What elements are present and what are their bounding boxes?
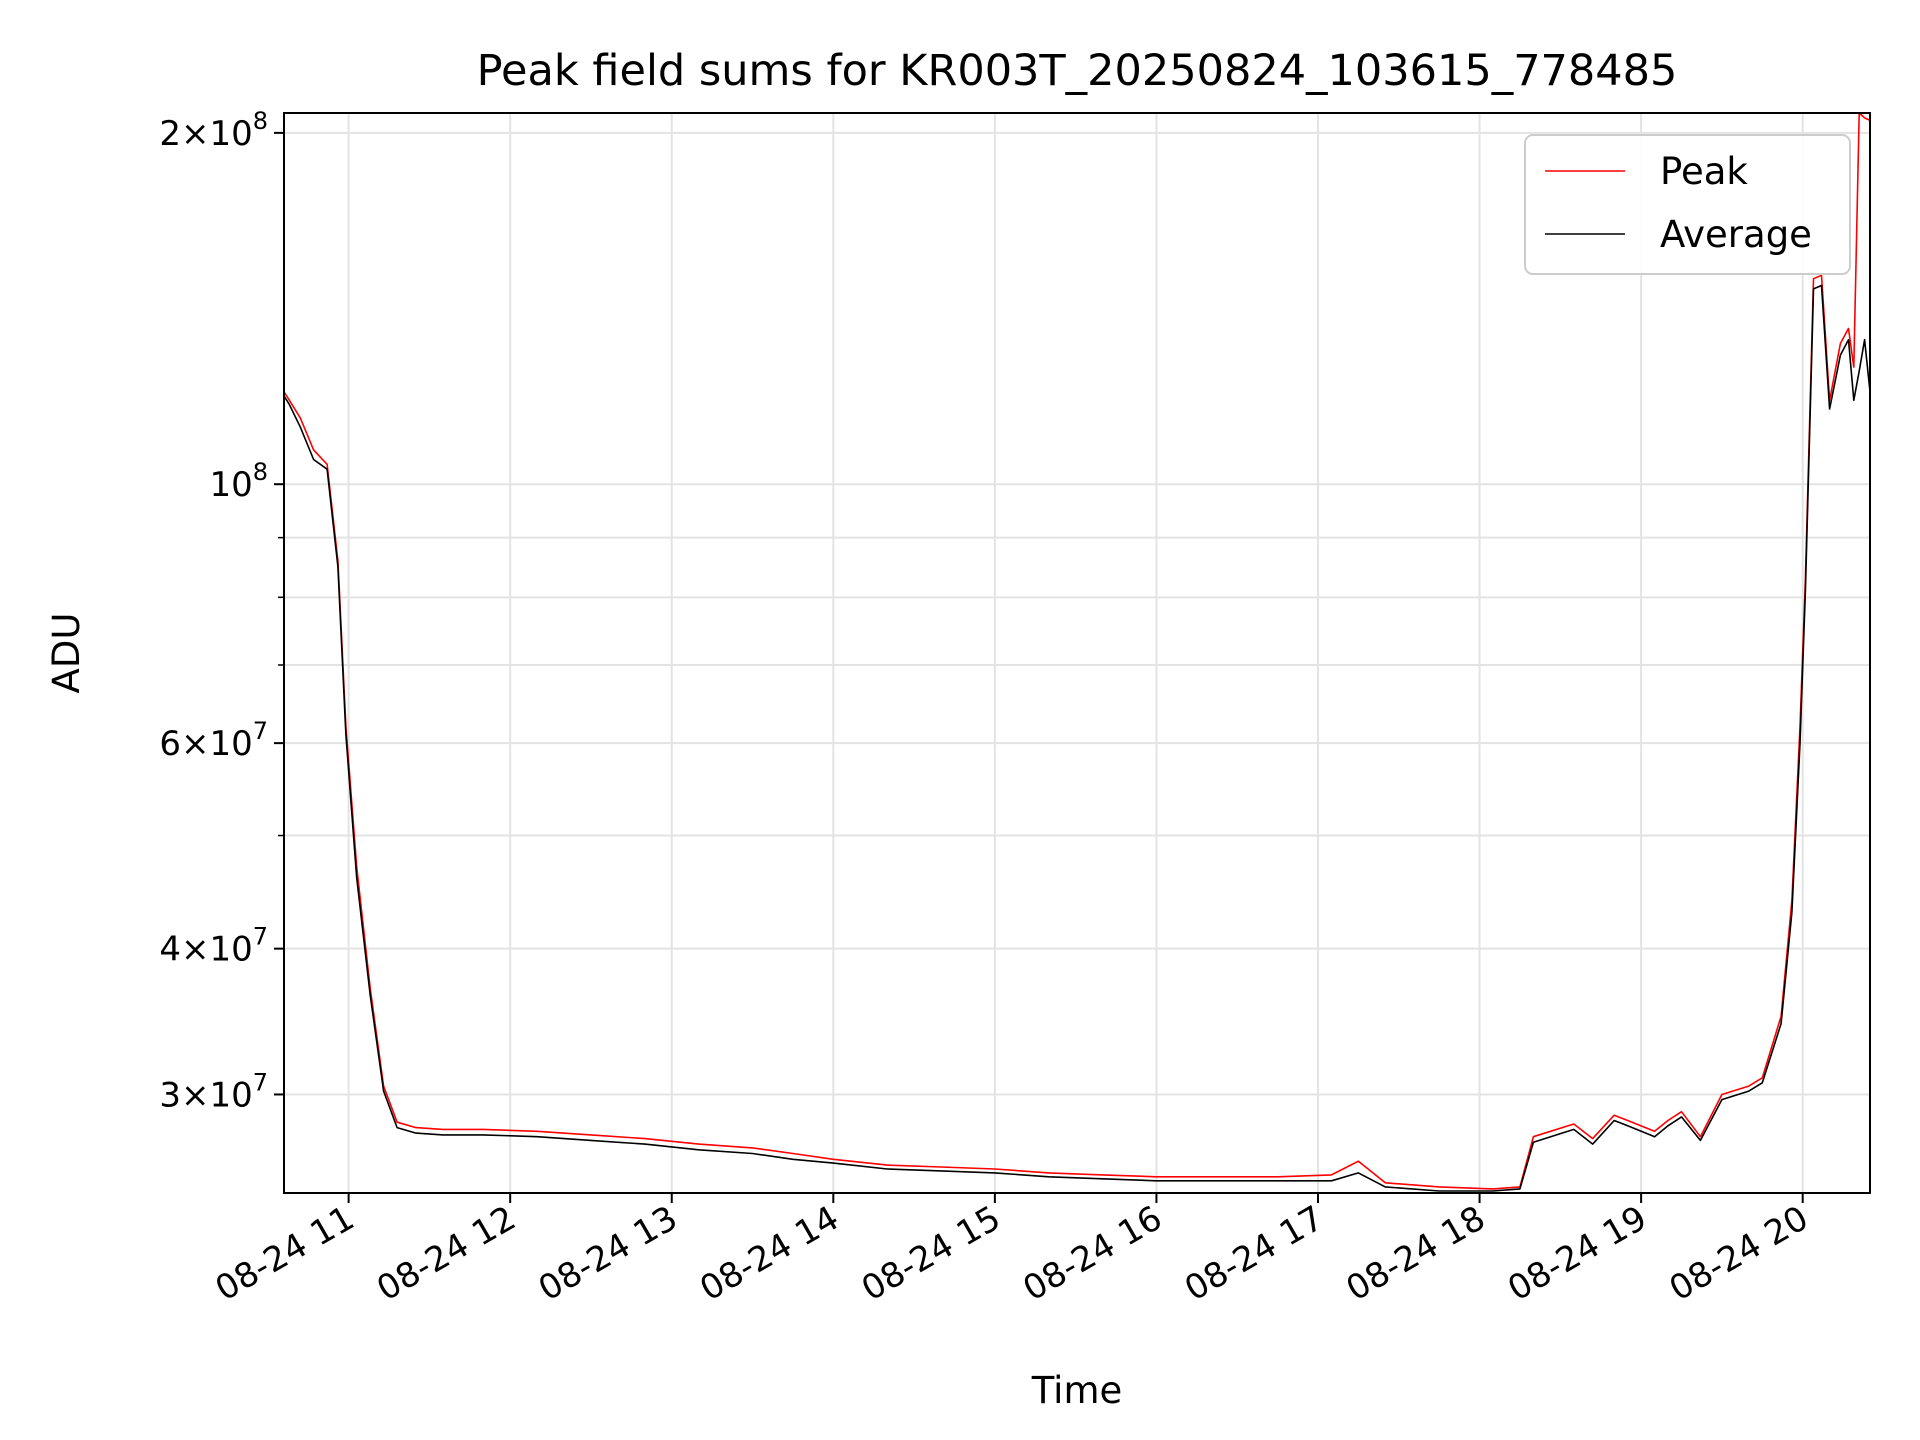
x-axis-label: Time	[1031, 1369, 1123, 1412]
y-tick-label: 108	[209, 458, 268, 505]
y-tick-label: 4×107	[159, 923, 268, 970]
y-tick-label: 2×108	[159, 107, 268, 154]
legend-box	[1524, 134, 1851, 275]
grid	[284, 113, 1870, 1193]
series-line-average	[283, 284, 1871, 1192]
y-tick-label: 6×107	[159, 717, 268, 764]
series-lines	[283, 112, 1871, 1192]
y-tick-label: 3×107	[159, 1068, 268, 1115]
legend-label-peak: Peak	[1660, 150, 1748, 193]
y-axis-label: ADU	[45, 613, 88, 694]
chart-title: Peak field sums for KR003T_20250824_1036…	[477, 46, 1678, 96]
plot-area-frame	[283, 112, 1871, 1194]
legend: Peak Average	[1524, 134, 1851, 275]
legend-label-average: Average	[1660, 213, 1812, 256]
